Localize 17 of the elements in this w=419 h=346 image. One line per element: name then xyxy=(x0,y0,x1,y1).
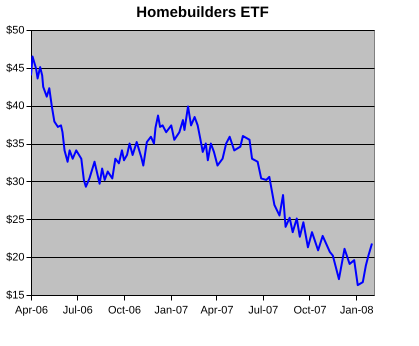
x-tick-label: Jan-07 xyxy=(154,304,188,316)
y-tick-label: $40 xyxy=(6,100,24,112)
y-tick-label: $20 xyxy=(6,252,24,264)
y-tick-label: $50 xyxy=(6,24,24,36)
y-tick-label: $45 xyxy=(6,62,24,74)
x-tick-label: Oct-06 xyxy=(108,304,141,316)
x-tick-label: Oct-07 xyxy=(293,304,326,316)
x-tick-label: Jan-08 xyxy=(340,304,374,316)
x-tick-label: Jul-06 xyxy=(62,304,93,316)
x-tick-label: Jul-07 xyxy=(248,304,278,316)
x-tick-label: Apr-06 xyxy=(14,304,48,316)
chart-title: Homebuilders ETF xyxy=(136,4,269,21)
y-tick-label: $30 xyxy=(6,176,24,188)
y-tick-label: $25 xyxy=(6,214,24,226)
y-tick-label: $15 xyxy=(6,290,24,302)
x-tick-label: Apr-07 xyxy=(200,304,234,316)
y-tick-label: $35 xyxy=(6,138,24,150)
